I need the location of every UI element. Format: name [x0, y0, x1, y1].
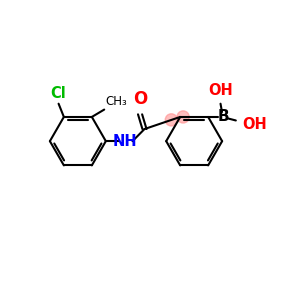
Circle shape: [165, 114, 178, 126]
Text: OH: OH: [243, 117, 267, 132]
Text: B: B: [218, 110, 229, 124]
Text: NH: NH: [113, 134, 137, 149]
Text: Cl: Cl: [51, 86, 67, 101]
Text: O: O: [133, 90, 147, 108]
Text: CH₃: CH₃: [106, 95, 128, 108]
Text: OH: OH: [209, 83, 233, 98]
Circle shape: [177, 111, 189, 123]
